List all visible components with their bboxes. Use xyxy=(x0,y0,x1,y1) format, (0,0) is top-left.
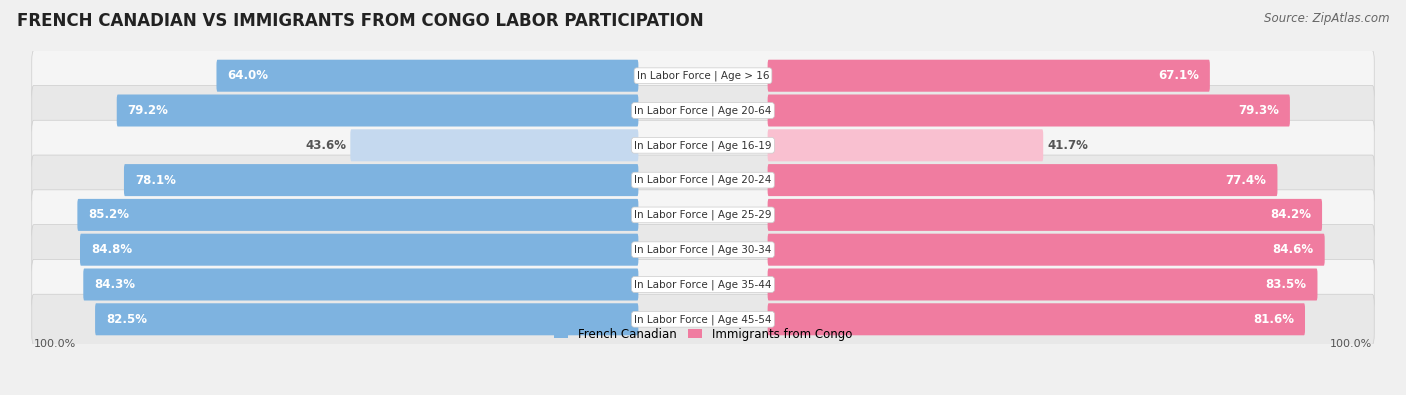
Text: In Labor Force | Age 25-29: In Labor Force | Age 25-29 xyxy=(634,210,772,220)
FancyBboxPatch shape xyxy=(32,225,1374,275)
Text: In Labor Force | Age > 16: In Labor Force | Age > 16 xyxy=(637,70,769,81)
FancyBboxPatch shape xyxy=(768,60,1209,92)
Text: FRENCH CANADIAN VS IMMIGRANTS FROM CONGO LABOR PARTICIPATION: FRENCH CANADIAN VS IMMIGRANTS FROM CONGO… xyxy=(17,12,703,30)
FancyBboxPatch shape xyxy=(768,269,1317,301)
Text: 83.5%: 83.5% xyxy=(1265,278,1306,291)
FancyBboxPatch shape xyxy=(80,234,638,266)
FancyBboxPatch shape xyxy=(350,129,638,161)
FancyBboxPatch shape xyxy=(32,190,1374,240)
FancyBboxPatch shape xyxy=(32,120,1374,170)
FancyBboxPatch shape xyxy=(83,269,638,301)
FancyBboxPatch shape xyxy=(32,51,1374,101)
Text: 67.1%: 67.1% xyxy=(1159,69,1199,82)
FancyBboxPatch shape xyxy=(124,164,638,196)
Text: In Labor Force | Age 35-44: In Labor Force | Age 35-44 xyxy=(634,279,772,290)
Text: Source: ZipAtlas.com: Source: ZipAtlas.com xyxy=(1264,12,1389,25)
Text: In Labor Force | Age 20-24: In Labor Force | Age 20-24 xyxy=(634,175,772,185)
FancyBboxPatch shape xyxy=(32,155,1374,205)
FancyBboxPatch shape xyxy=(32,85,1374,135)
Text: 43.6%: 43.6% xyxy=(305,139,346,152)
Text: 84.8%: 84.8% xyxy=(91,243,132,256)
Text: 79.3%: 79.3% xyxy=(1239,104,1279,117)
Text: 84.2%: 84.2% xyxy=(1270,209,1312,222)
FancyBboxPatch shape xyxy=(768,234,1324,266)
FancyBboxPatch shape xyxy=(117,94,638,126)
Text: 79.2%: 79.2% xyxy=(128,104,169,117)
Legend: French Canadian, Immigrants from Congo: French Canadian, Immigrants from Congo xyxy=(554,328,852,340)
Text: 78.1%: 78.1% xyxy=(135,173,176,186)
FancyBboxPatch shape xyxy=(32,294,1374,344)
FancyBboxPatch shape xyxy=(768,164,1278,196)
Text: In Labor Force | Age 16-19: In Labor Force | Age 16-19 xyxy=(634,140,772,150)
FancyBboxPatch shape xyxy=(217,60,638,92)
Text: 64.0%: 64.0% xyxy=(228,69,269,82)
FancyBboxPatch shape xyxy=(768,94,1289,126)
Text: 81.6%: 81.6% xyxy=(1253,313,1294,326)
Text: 100.0%: 100.0% xyxy=(1330,339,1372,349)
Text: 84.3%: 84.3% xyxy=(94,278,135,291)
FancyBboxPatch shape xyxy=(768,129,1043,161)
Text: 41.7%: 41.7% xyxy=(1047,139,1088,152)
FancyBboxPatch shape xyxy=(77,199,638,231)
Text: 100.0%: 100.0% xyxy=(34,339,76,349)
Text: In Labor Force | Age 45-54: In Labor Force | Age 45-54 xyxy=(634,314,772,325)
Text: In Labor Force | Age 20-64: In Labor Force | Age 20-64 xyxy=(634,105,772,116)
Text: 82.5%: 82.5% xyxy=(105,313,146,326)
Text: 84.6%: 84.6% xyxy=(1272,243,1313,256)
FancyBboxPatch shape xyxy=(768,303,1305,335)
FancyBboxPatch shape xyxy=(768,199,1322,231)
Text: In Labor Force | Age 30-34: In Labor Force | Age 30-34 xyxy=(634,245,772,255)
FancyBboxPatch shape xyxy=(32,260,1374,310)
Text: 85.2%: 85.2% xyxy=(89,209,129,222)
FancyBboxPatch shape xyxy=(96,303,638,335)
Text: 77.4%: 77.4% xyxy=(1226,173,1267,186)
